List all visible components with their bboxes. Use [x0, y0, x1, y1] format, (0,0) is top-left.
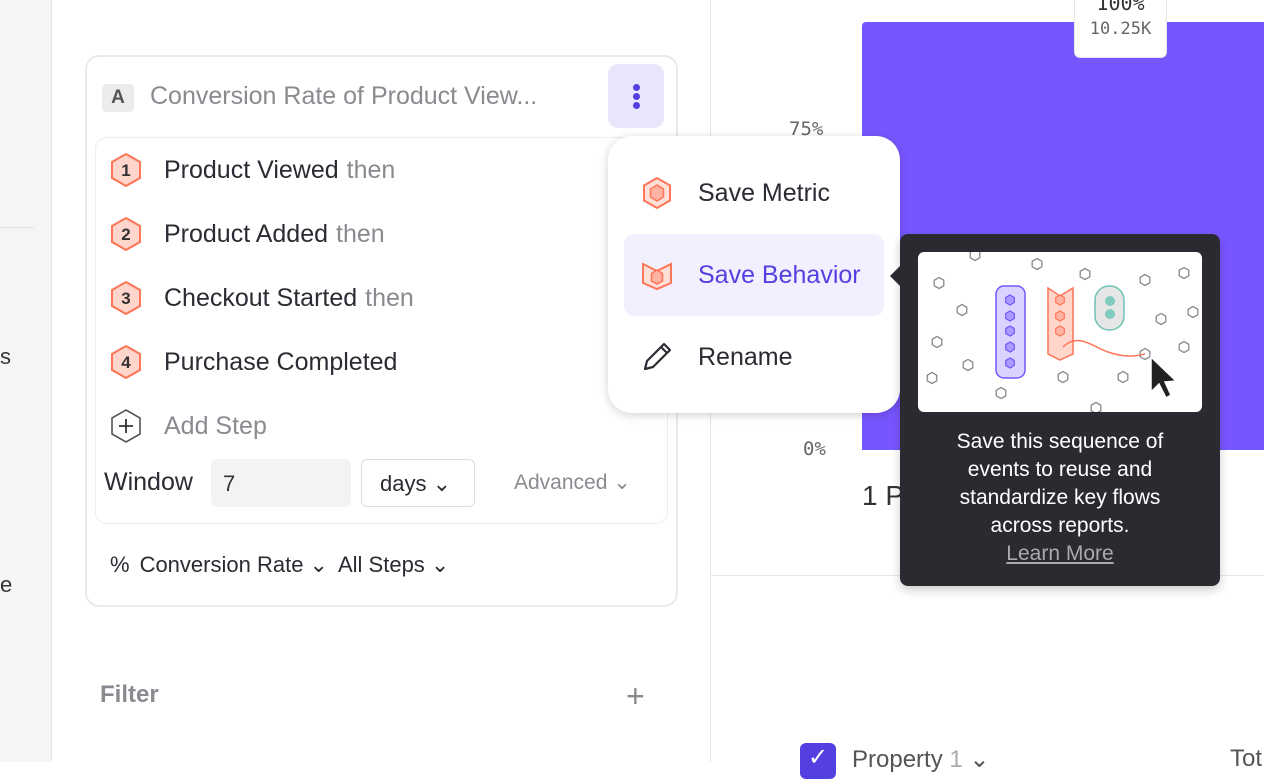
- hex-shape: [969, 252, 981, 262]
- divider: [0, 227, 34, 228]
- hex-shape: [1055, 294, 1065, 306]
- bar-count: 10.25K: [1089, 19, 1152, 39]
- learn-more-link[interactable]: Learn More: [1006, 542, 1114, 565]
- hex-shape: [1139, 273, 1151, 287]
- hex-shape: [1079, 267, 1091, 281]
- measure-select[interactable]: Conversion Rate ⌄: [139, 552, 328, 577]
- svg-text:2: 2: [121, 225, 130, 244]
- steps-scope-value: All Steps: [337, 552, 425, 577]
- metric-title[interactable]: Conversion Rate of Product View...: [150, 82, 538, 110]
- svg-text:1: 1: [121, 161, 130, 180]
- menu-item-save-metric[interactable]: Save Metric: [624, 152, 884, 234]
- hex-shape: [1117, 370, 1129, 384]
- window-label: Window: [104, 468, 193, 496]
- total-header: Tot: [1230, 745, 1263, 772]
- window-unit-select[interactable]: days ⌄: [361, 459, 475, 507]
- hex-shape: [1187, 305, 1199, 319]
- menu-item-label: Save Behavior: [698, 260, 861, 289]
- add-step-button[interactable]: Add Step: [110, 409, 267, 443]
- hex-shape: [1005, 357, 1015, 369]
- hex-shape: [1005, 341, 1015, 353]
- step-suffix: then: [365, 283, 414, 312]
- add-filter-plus-icon[interactable]: +: [626, 678, 645, 714]
- hex-shape: [1005, 310, 1015, 322]
- tooltip-text: Save this sequence of events to reuse an…: [900, 428, 1220, 568]
- behavior-illustration: [918, 252, 1202, 412]
- x-category-label: 1 P: [862, 480, 905, 511]
- hex-shape: [926, 371, 938, 385]
- checkbox-checked[interactable]: ✓: [800, 743, 836, 779]
- window-input[interactable]: 7: [211, 459, 351, 507]
- behavior-icon: [642, 262, 672, 291]
- hex-shape: [1005, 325, 1015, 337]
- hex-shape: [1031, 257, 1043, 271]
- advanced-toggle[interactable]: Advanced ⌄: [514, 470, 631, 495]
- metric-card: [85, 55, 678, 607]
- menu-item-label: Save Metric: [698, 178, 830, 207]
- measure-row: % Conversion Rate ⌄ All Steps ⌄: [110, 552, 449, 578]
- nav-cut-text[interactable]: e: [0, 572, 13, 597]
- step-item[interactable]: 4 Purchase Completed: [110, 345, 397, 379]
- bar-data-label: 100% 10.25K: [1074, 0, 1167, 58]
- menu-item-rename[interactable]: Rename: [624, 316, 884, 398]
- unit-value: days: [380, 471, 427, 496]
- svg-text:4: 4: [121, 353, 131, 372]
- step-hex-icon: 4: [111, 345, 141, 379]
- hex-shape: [1155, 312, 1167, 326]
- tooltip-description: Save this sequence of events to reuse an…: [956, 430, 1164, 537]
- left-nav: s e: [0, 0, 52, 762]
- step-item[interactable]: 3 Checkout Started then: [110, 281, 414, 315]
- menu-item-save-behavior[interactable]: Save Behavior: [624, 234, 884, 316]
- property-header[interactable]: Property 1 ⌄: [852, 746, 990, 773]
- add-step-label: Add Step: [164, 411, 267, 440]
- svg-text:3: 3: [121, 289, 130, 308]
- hex-shape: [1005, 294, 1015, 306]
- bar-percent: 100%: [1096, 0, 1145, 15]
- pencil-icon: [643, 342, 672, 371]
- hex-shape: [995, 386, 1007, 400]
- filter-label: Filter: [100, 681, 159, 708]
- metric-menu: Save Metric Save Behavior Rename: [608, 136, 900, 413]
- chevron-down-icon: ⌄: [432, 471, 452, 496]
- hex-shape: [962, 358, 974, 372]
- hex-shape: [1090, 401, 1102, 412]
- step-item[interactable]: 1 Product Viewed then: [110, 153, 395, 187]
- hex-shape: [956, 303, 968, 317]
- metric-hex-icon: [643, 176, 671, 210]
- save-behavior-tooltip: Save this sequence of events to reuse an…: [890, 234, 1220, 586]
- metric-badge: A: [102, 84, 134, 112]
- hex-shape: [1178, 266, 1190, 280]
- step-hex-icon: 1: [111, 153, 141, 187]
- hex-shape: [1055, 325, 1065, 337]
- hex-shape: [1055, 310, 1065, 322]
- hex-shape: [933, 276, 945, 290]
- measure-value: Conversion Rate: [139, 552, 304, 577]
- y-tick: 75%: [789, 118, 824, 140]
- hex-shape: [1057, 370, 1069, 384]
- steps-scope-select[interactable]: All Steps ⌄: [337, 552, 450, 577]
- y-tick: 0%: [803, 438, 826, 460]
- chevron-down-icon: ⌄: [613, 471, 631, 494]
- step-item[interactable]: 2 Product Added then: [110, 217, 385, 251]
- step-name: Product Added: [164, 219, 329, 248]
- menu-item-label: Rename: [698, 342, 793, 371]
- step-hex-icon: 3: [111, 281, 141, 315]
- kebab-menu-button[interactable]: [608, 64, 664, 128]
- hex-shape: [1178, 340, 1190, 354]
- percent-icon: %: [110, 552, 130, 577]
- plus-hex-icon: [111, 409, 141, 443]
- step-hex-icon: 2: [111, 217, 141, 251]
- property-label: Property: [852, 746, 943, 773]
- hex-shape: [931, 335, 943, 349]
- nav-cut-text[interactable]: s: [0, 344, 11, 369]
- property-count: 1: [949, 746, 963, 773]
- step-name: Checkout Started: [164, 283, 358, 312]
- step-name: Purchase Completed: [164, 347, 398, 376]
- step-suffix: then: [336, 219, 385, 248]
- advanced-label: Advanced: [514, 471, 608, 494]
- step-name: Product Viewed: [164, 155, 339, 184]
- step-suffix: then: [346, 155, 396, 184]
